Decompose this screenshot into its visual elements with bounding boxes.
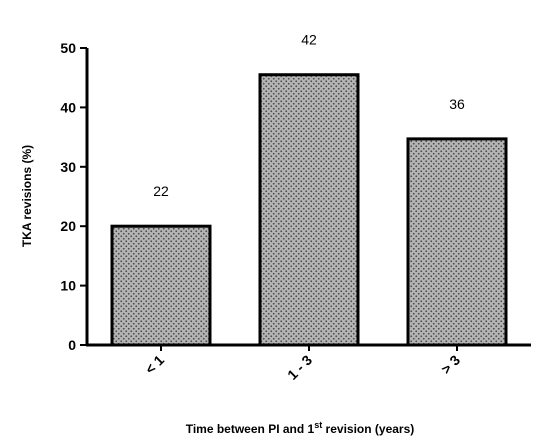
bars (110, 73, 508, 347)
bar-3 (406, 137, 508, 347)
data-label-3: 36 (449, 96, 465, 112)
x-axis-title: Time between PI and 1st revision (years) (186, 420, 415, 436)
y-tick-label-4: 40 (60, 99, 76, 115)
x-tick-label-1: < 1 (142, 352, 168, 378)
y-tick-label-1: 10 (60, 278, 76, 294)
y-axis-title: TKA revisions (%) (20, 145, 34, 247)
data-labels: 22 42 36 (153, 32, 465, 199)
data-label-2: 42 (301, 32, 317, 48)
bar-2 (258, 73, 360, 347)
x-tick-label-2: 1 - 3 (284, 352, 315, 383)
y-tick-label-0: 0 (68, 337, 76, 353)
y-tick-label-3: 30 (60, 159, 76, 175)
data-label-1: 22 (153, 183, 169, 199)
bar-1 (110, 224, 212, 347)
x-tick-label-3: > 3 (438, 352, 464, 378)
y-tick-label-2: 20 (60, 218, 76, 234)
y-tick-label-5: 50 (60, 40, 76, 56)
